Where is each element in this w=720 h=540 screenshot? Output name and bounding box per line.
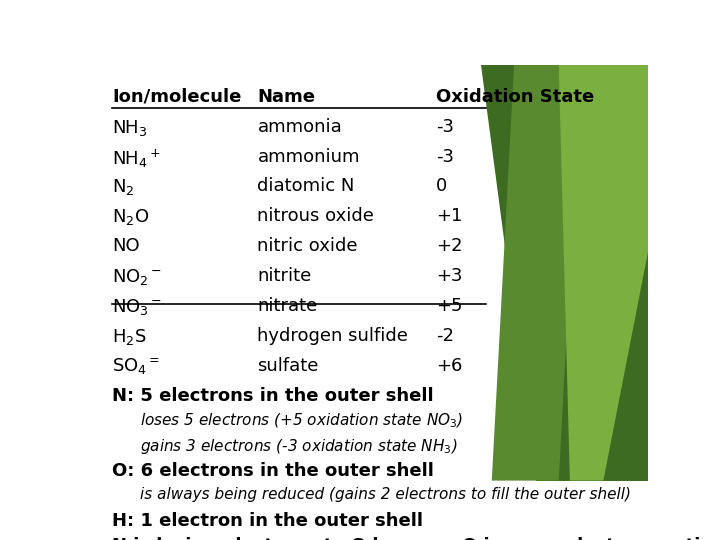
Text: SO$_4$$^=$: SO$_4$$^=$ <box>112 357 161 377</box>
Text: H: 1 electron in the outer shell: H: 1 electron in the outer shell <box>112 512 423 530</box>
Text: nitrate: nitrate <box>258 297 318 315</box>
Text: nitrite: nitrite <box>258 267 312 285</box>
Text: +3: +3 <box>436 267 462 285</box>
Text: gains 3 electrons (-3 oxidation state NH$_3$): gains 3 electrons (-3 oxidation state NH… <box>140 437 458 456</box>
Text: NO: NO <box>112 238 140 255</box>
Text: O: 6 electrons in the outer shell: O: 6 electrons in the outer shell <box>112 462 434 480</box>
Text: NO$_2$$^-$: NO$_2$$^-$ <box>112 267 163 287</box>
Text: N is losing electrons to O because O is more electronegative: N is losing electrons to O because O is … <box>112 537 720 540</box>
Text: Name: Name <box>258 87 315 106</box>
Text: loses 5 electrons (+5 oxidation state NO$_3$): loses 5 electrons (+5 oxidation state NO… <box>140 412 464 430</box>
Text: NO$_3$$^-$: NO$_3$$^-$ <box>112 297 163 317</box>
Text: NH$_4$$^+$: NH$_4$$^+$ <box>112 147 161 170</box>
Text: +2: +2 <box>436 238 462 255</box>
Text: +6: +6 <box>436 357 462 375</box>
Text: 0: 0 <box>436 178 447 195</box>
Polygon shape <box>481 65 648 481</box>
Text: NH$_3$: NH$_3$ <box>112 118 148 138</box>
Polygon shape <box>559 65 648 481</box>
Text: ammonia: ammonia <box>258 118 342 136</box>
Text: N$_2$O: N$_2$O <box>112 207 150 227</box>
Polygon shape <box>492 65 581 481</box>
Text: nitric oxide: nitric oxide <box>258 238 358 255</box>
Text: sulfate: sulfate <box>258 357 319 375</box>
Text: -3: -3 <box>436 118 454 136</box>
Text: -2: -2 <box>436 327 454 345</box>
Text: is always being reduced (gains 2 electrons to fill the outer shell): is always being reduced (gains 2 electro… <box>140 487 631 502</box>
Text: +5: +5 <box>436 297 462 315</box>
Text: N$_2$: N$_2$ <box>112 178 135 198</box>
Text: H$_2$S: H$_2$S <box>112 327 147 347</box>
Text: diatomic N: diatomic N <box>258 178 355 195</box>
Text: hydrogen sulfide: hydrogen sulfide <box>258 327 408 345</box>
Text: N: 5 electrons in the outer shell: N: 5 electrons in the outer shell <box>112 387 434 405</box>
Text: -3: -3 <box>436 147 454 166</box>
Text: +1: +1 <box>436 207 462 225</box>
Text: nitrous oxide: nitrous oxide <box>258 207 374 225</box>
Text: ammonium: ammonium <box>258 147 360 166</box>
Text: Oxidation State: Oxidation State <box>436 87 594 106</box>
Text: Ion/molecule: Ion/molecule <box>112 87 242 106</box>
